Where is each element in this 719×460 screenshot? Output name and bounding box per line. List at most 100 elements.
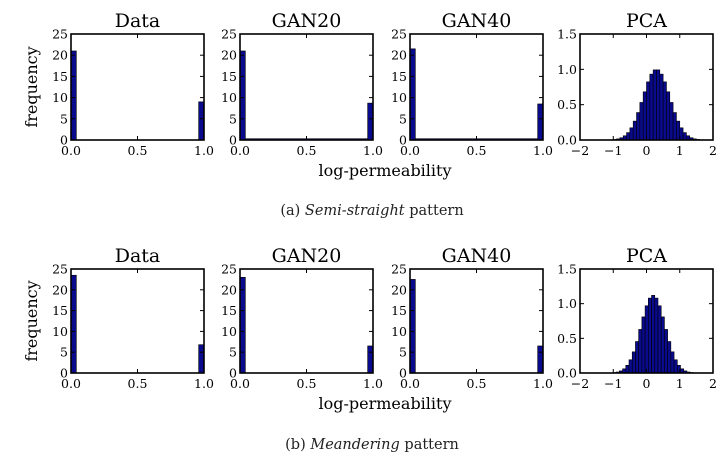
histogram-bar [631,351,636,374]
histogram-bar [646,81,651,141]
x-tick-label: 1.0 [194,376,214,391]
plot-frame [70,268,205,374]
x-tick-label: 0.0 [61,376,81,391]
histogram-bar [666,91,671,141]
y-tick-label: 15 [391,69,407,84]
plot-frame [239,33,374,141]
x-tick-label: 0.5 [128,376,148,391]
plot-frame [70,33,205,141]
x-tick-label: 0.0 [230,376,250,391]
y-tick-label: 10 [221,90,237,105]
histogram-bar [660,316,665,374]
histogram-bar [667,341,672,374]
y-tick-label: 20 [391,282,407,297]
panel-title: Data [115,245,161,267]
x-tick-label: 0.5 [297,376,317,391]
histogram-bar [656,69,661,141]
histogram-bar [639,102,644,141]
y-tick-label: 5 [229,345,237,360]
x-tick-label: 0.0 [230,143,250,158]
caption-suffix: pattern [400,437,459,453]
y-tick-label: 0 [60,133,68,148]
histogram-bar [644,305,649,374]
histogram-bar [641,316,646,374]
x-tick-label: −1 [604,376,622,391]
x-tick-label: 1 [676,143,684,158]
caption-pattern-name: Meandering [309,437,399,453]
x-tick-label: 1 [676,376,684,391]
y-tick-label: 25 [221,27,237,42]
histogram-bar [628,359,633,374]
y-tick-label: 5 [399,111,407,126]
caption-pattern-name: Semi-straight [305,203,405,219]
histogram-bar [670,351,675,374]
x-tick-label: 2 [709,143,717,158]
panel-title: PCA [626,245,667,267]
caption-suffix: pattern [405,203,464,219]
y-tick-label: 10 [52,324,68,339]
y-tick-label: 10 [221,324,237,339]
histogram-panel-a-data: 0 5 10 15 20 25 0.0 0.5 1.0 Data frequency [22,10,214,158]
histogram-bar [673,359,678,374]
x-tick-label: 1.0 [533,143,553,158]
y-tick-label: 1.5 [557,262,577,277]
panel-title: GAN40 [442,245,512,267]
histogram-panel-b-data: 0 5 10 15 20 25 0.0 0.5 1.0 Data frequency [22,245,214,391]
panel-title: Data [115,10,161,32]
y-tick-label: 15 [221,69,237,84]
subfigure-caption: (b) Meandering pattern [285,437,459,453]
y-tick-label: 25 [52,262,68,277]
x-tick-label: 1.0 [363,376,383,391]
histogram-panel-a-gan40: 0 5 10 15 20 25 0.0 0.5 1.0 GAN40 log-permeability [319,10,553,180]
panel-title: GAN20 [272,10,342,32]
y-tick-label: 25 [391,262,407,277]
y-tick-label: 20 [221,48,237,63]
histogram-bar [626,132,631,141]
y-tick-label: 5 [60,345,68,360]
histogram-bar [635,341,639,374]
y-tick-label: 0 [229,366,237,381]
y-tick-label: 0 [399,133,407,148]
x-tick-label: 0 [643,143,651,158]
x-tick-label: 0.0 [400,376,420,391]
y-tick-label: 1.0 [557,62,577,77]
histogram-bar [654,297,659,374]
y-tick-label: 10 [391,324,407,339]
histogram-bar [648,297,652,374]
x-tick-label: 1.0 [533,376,553,391]
y-tick-label: 0.5 [557,331,577,346]
x-tick-label: 0.5 [467,143,487,158]
histogram-bar [682,132,687,141]
histogram-bar [664,329,668,374]
y-tick-label: 0.0 [557,366,577,381]
histogram-panel-b-pca: 0.0 0.5 1.0 1.5 −2 −1 0 1 2 PCA [557,245,717,391]
histogram-bar [669,102,674,141]
y-tick-label: 0.0 [557,133,577,148]
y-tick-label: 15 [221,303,237,318]
x-tick-label: 0.5 [467,376,487,391]
histogram-panel-b-gan20: 0 5 10 15 20 25 0.0 0.5 1.0 GAN20 [221,245,383,391]
histogram-panel-b-gan40: 0 5 10 15 20 25 0.0 0.5 1.0 GAN40 log-permeability [319,245,553,413]
subfigure-caption: (a) Semi-straight pattern [280,203,463,219]
histogram-bar [625,365,630,374]
y-tick-label: 1.0 [557,296,577,311]
histogram-bar [632,120,637,141]
y-tick-label: 0 [60,366,68,381]
x-tick-label: 0.5 [297,143,317,158]
histogram-bar [659,73,664,141]
y-tick-label: 0 [229,133,237,148]
caption-label: (a) [280,203,305,219]
y-axis-label: frequency [22,280,41,361]
histogram-bar [629,127,634,141]
y-tick-label: 5 [399,345,407,360]
x-axis-label: log-permeability [319,161,452,180]
histogram-bar [649,73,654,141]
x-tick-label: 0.5 [128,143,148,158]
y-tick-label: 20 [391,48,407,63]
y-tick-label: 5 [229,111,237,126]
y-tick-label: 15 [52,303,68,318]
y-tick-label: 1.5 [557,27,577,42]
x-tick-label: −2 [571,143,589,158]
x-tick-label: −2 [571,376,589,391]
y-tick-label: 20 [52,48,68,63]
